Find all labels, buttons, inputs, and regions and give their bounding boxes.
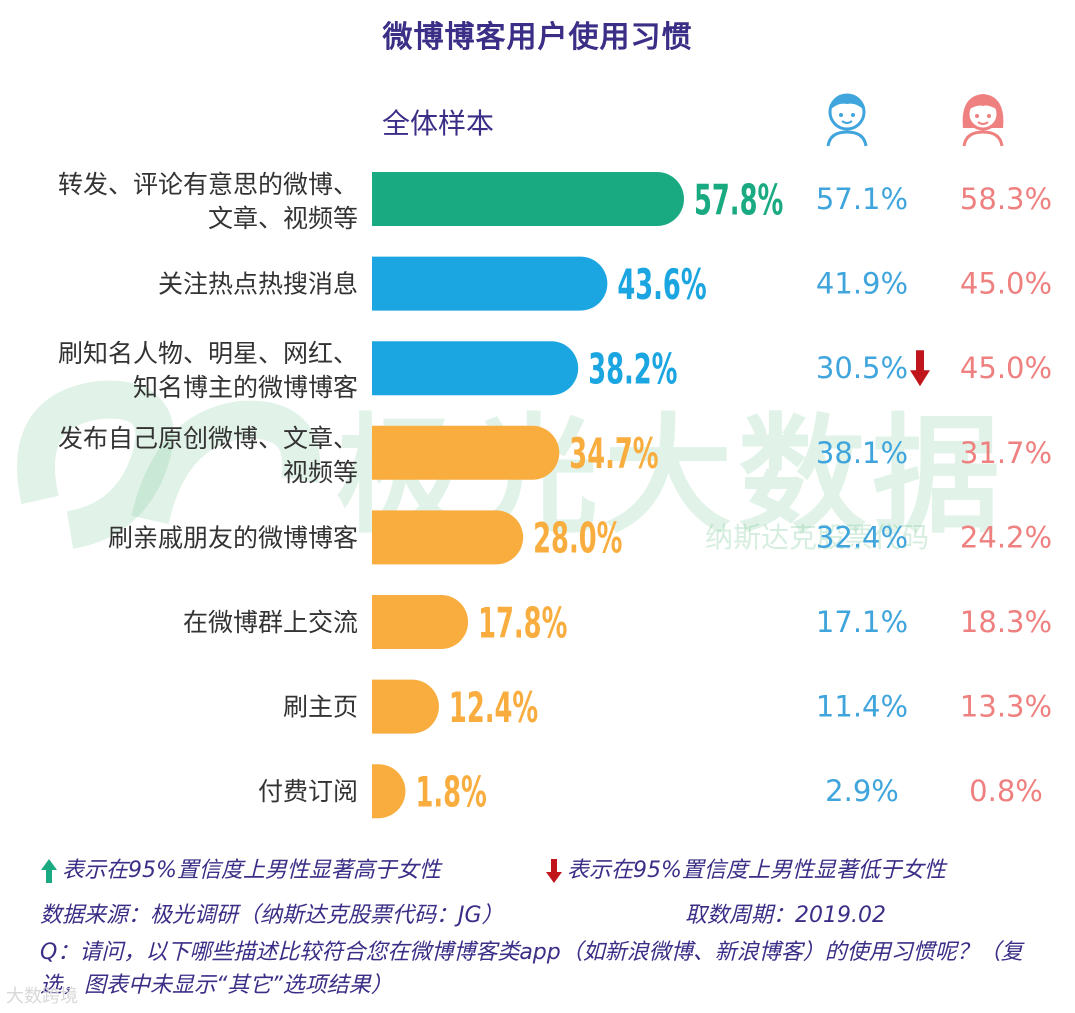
data-period: 取数周期：2019.02 [685, 903, 886, 928]
legend-up: 表示在95%置信度上男性显著高于女性 [40, 852, 441, 884]
female-value-7: 0.8% [969, 774, 1043, 808]
bar-5 [372, 595, 469, 649]
male-value-1: 41.9% [816, 267, 908, 301]
female-value-4: 24.2% [960, 520, 1052, 554]
male-value-5: 17.1% [816, 605, 908, 639]
category-label-3-0: 发布自己原创微博、文章、 [58, 424, 358, 453]
value-label-5: 17.8% [478, 600, 567, 648]
arrow-down-icon [546, 859, 562, 883]
survey-question: Q：请问，以下哪些描述比较符合您在微博博客类app（如新浪微博、新浪博客）的使用… [40, 940, 1023, 998]
female-value-6: 13.3% [960, 690, 1052, 724]
boy-face-icon [826, 93, 868, 147]
value-label-4: 28.0% [533, 515, 622, 563]
value-label-6: 12.4% [449, 685, 538, 733]
female-value-2: 45.0% [960, 351, 1052, 385]
legend-down: 表示在95%置信度上男性显著低于女性 [545, 852, 946, 884]
female-value-1: 45.0% [960, 267, 1052, 301]
male-value-3: 38.1% [816, 436, 908, 470]
bar-6 [372, 679, 439, 734]
bar-0 [372, 172, 684, 226]
category-label-2-0: 刷知名人物、明星、网红、 [58, 339, 358, 368]
bar-7 [372, 764, 406, 819]
category-label-0-0: 转发、评论有意思的微博、 [58, 170, 358, 199]
bar-3 [372, 425, 560, 480]
arrow-up-icon [41, 859, 57, 883]
female-value-0: 58.3% [960, 182, 1052, 216]
category-label-2-1: 知名博主的微博博客 [133, 373, 358, 402]
value-label-1: 43.6% [617, 262, 706, 310]
category-label-4-0: 刷亲戚朋友的微博博客 [108, 523, 358, 552]
male-value-2: 30.5% [816, 351, 908, 385]
female-value-3: 31.7% [960, 436, 1052, 470]
arrow-down-icon [910, 350, 930, 387]
bar-chart: 57.8% 转发、评论有意思的微博、文章、视频等 57.1% 58.3% 43.6% 关注… [58, 170, 1052, 819]
category-label-6-0: 刷主页 [283, 693, 358, 722]
girl-face-icon [962, 94, 1004, 147]
legend-up-text: 表示在95%置信度上男性显著高于女性 [62, 858, 441, 883]
sample-label: 全体样本 [382, 107, 495, 140]
bar-2 [372, 341, 579, 396]
male-value-7: 2.9% [825, 774, 899, 808]
value-label-7: 1.8% [415, 769, 486, 817]
female-value-5: 18.3% [960, 605, 1052, 639]
category-label-5-0: 在微博群上交流 [183, 608, 358, 637]
chart-title: 微博博客用户使用习惯 [382, 20, 693, 55]
footer-brand: 大数跨境 [6, 986, 78, 1007]
category-label-0-1: 文章、视频等 [208, 204, 358, 233]
value-label-3: 34.7% [569, 431, 658, 479]
male-value-4: 32.4% [816, 520, 908, 554]
data-source: 数据来源：极光调研（纳斯达克股票代码：JG） [40, 903, 504, 928]
male-value-0: 57.1% [816, 182, 908, 216]
value-label-2: 38.2% [588, 346, 677, 394]
bar-1 [372, 256, 608, 311]
category-label-1-0: 关注热点热搜消息 [158, 270, 358, 299]
category-label-7-0: 付费订阅 [258, 777, 358, 806]
legend-down-text: 表示在95%置信度上男性显著低于女性 [567, 858, 946, 883]
bar-4 [372, 510, 524, 565]
category-label-3-1: 视频等 [283, 458, 358, 487]
male-value-6: 11.4% [816, 690, 908, 724]
value-label-0: 57.8% [694, 177, 783, 225]
